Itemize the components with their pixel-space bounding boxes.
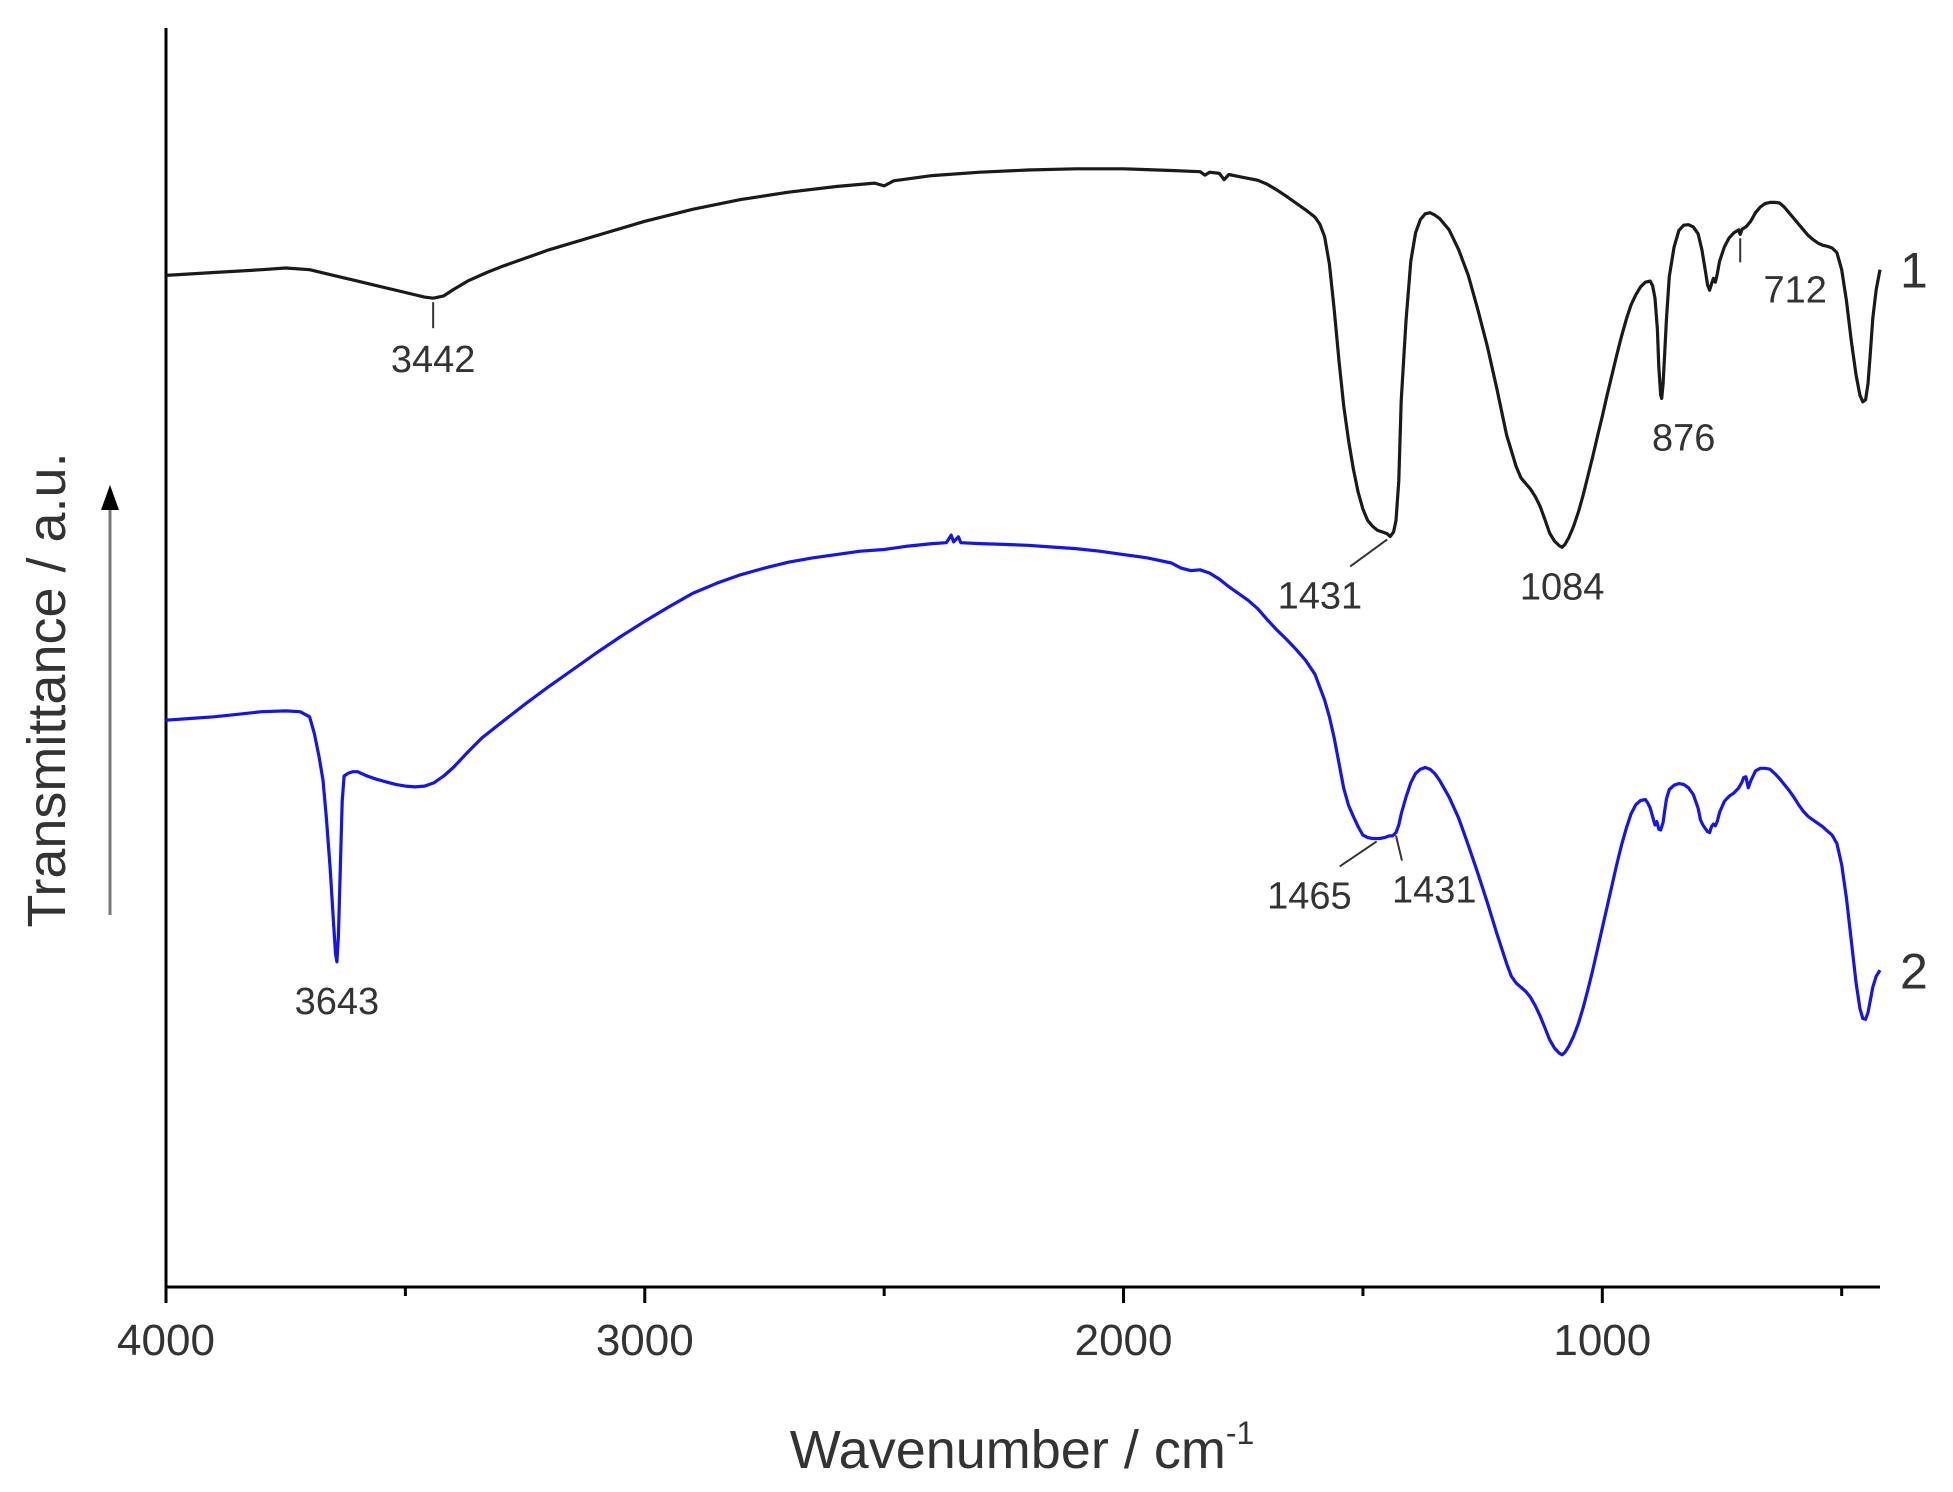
peak-label: 1431 <box>1278 575 1363 617</box>
peak-annotations: 3442 876 712 1431 1084 3643 1465 1431 <box>295 238 1827 1023</box>
y-axis-arrow-head-icon <box>101 485 119 510</box>
x-tick-label: 1000 <box>1553 1316 1651 1365</box>
x-axis-title-superscript: -1 <box>1226 1415 1254 1451</box>
x-tick-label: 4000 <box>117 1316 215 1365</box>
x-axis-title: Wavenumber / cm-1 <box>790 1415 1255 1480</box>
series-labels: 12 <box>1900 243 1928 1000</box>
annotation-leader <box>1349 538 1388 568</box>
peak-label: 712 <box>1763 269 1826 311</box>
peak-label: 1465 <box>1267 875 1352 917</box>
x-tick-label: 2000 <box>1075 1316 1173 1365</box>
series-label: 2 <box>1900 943 1928 999</box>
plot-area: 4000 3000 2000 1000 3442 876 712 1431 1084 3643 1… <box>117 28 1928 1365</box>
peak-label: 3643 <box>295 981 380 1023</box>
y-axis-title-group: Transmittance / a.u. <box>17 452 119 928</box>
peak-label: 1084 <box>1520 566 1605 608</box>
y-axis-title: Transmittance / a.u. <box>17 452 77 927</box>
peak-label: 876 <box>1652 418 1715 460</box>
annotation-leader <box>1394 835 1403 861</box>
series-layer <box>165 167 1882 1057</box>
series-label: 1 <box>1900 243 1928 299</box>
annotation-leader <box>1339 840 1378 868</box>
series-line-2 <box>165 533 1882 1057</box>
x-axis-title-main: Wavenumber / cm <box>790 1420 1226 1480</box>
peak-label: 1431 <box>1392 870 1477 912</box>
peak-label: 3442 <box>391 339 476 381</box>
x-axis-ticks: 4000 3000 2000 1000 <box>117 1287 1844 1365</box>
x-tick-label: 3000 <box>596 1316 694 1365</box>
series-line-1 <box>165 167 1882 549</box>
